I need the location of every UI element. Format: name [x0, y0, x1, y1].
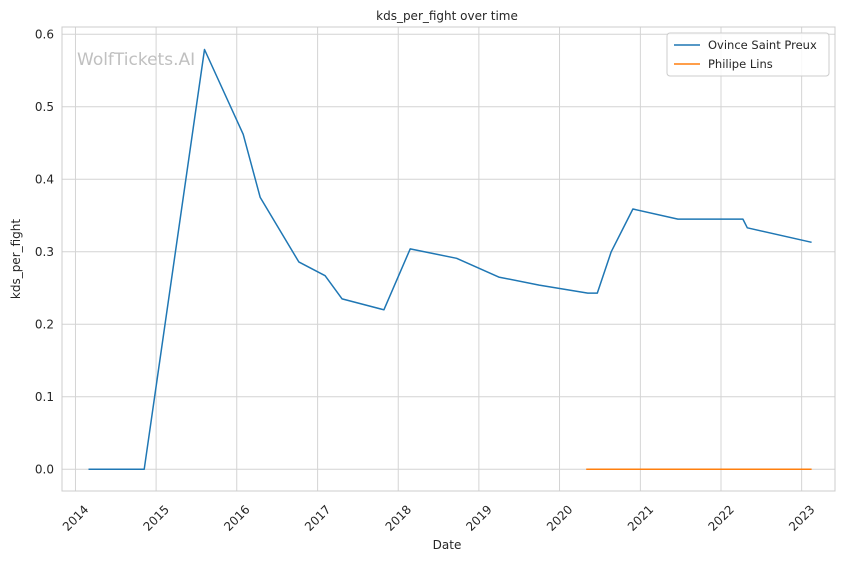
x-axis-label: Date — [433, 538, 462, 552]
y-tick-label: 0.1 — [35, 390, 54, 404]
y-tick-label: 0.0 — [35, 462, 54, 476]
legend-label-philipe-lins: Philipe Lins — [708, 57, 773, 71]
y-tick-label: 0.3 — [35, 245, 54, 259]
watermark-text: WolfTickets.AI — [77, 50, 195, 70]
y-tick-label: 0.5 — [35, 100, 54, 114]
y-tick-labels: 0.0 0.1 0.2 0.3 0.4 0.5 0.6 — [35, 27, 54, 476]
y-axis-label: kds_per_fight — [9, 219, 23, 300]
series-lines — [88, 48, 812, 471]
series-line-ovince-saint-preux — [88, 48, 812, 471]
legend-box — [666, 32, 830, 77]
gridlines — [62, 27, 835, 491]
y-tick-label: 0.4 — [35, 172, 54, 186]
legend: Ovince Saint Preux Philipe Lins — [666, 32, 830, 77]
y-tick-label: 0.6 — [35, 27, 54, 41]
plot-frame — [61, 26, 836, 492]
legend-label-ovince-saint-preux: Ovince Saint Preux — [708, 38, 817, 52]
chart-title: kds_per_fight over time — [376, 9, 518, 23]
y-tick-label: 0.2 — [35, 317, 54, 331]
